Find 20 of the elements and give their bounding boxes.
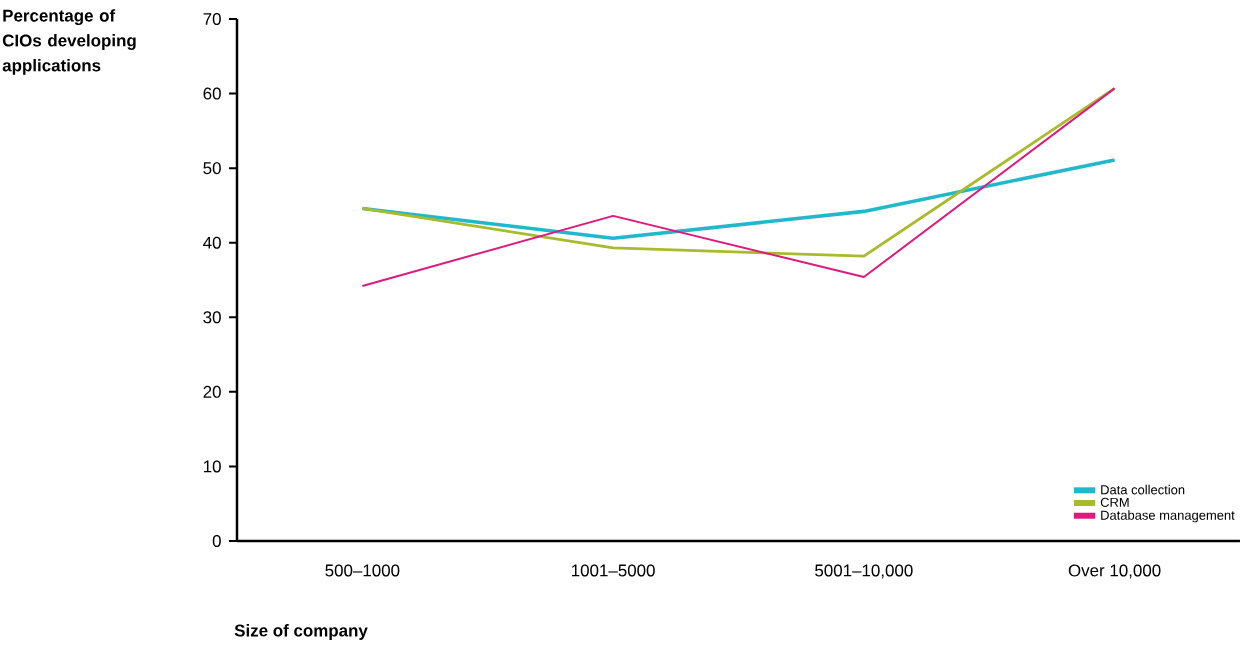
y-tick-label: 10: [203, 460, 221, 473]
line-series: [360, 86, 1116, 258]
x-tick-label: 500–1000: [325, 564, 400, 577]
y-tick-label: 30: [203, 311, 221, 324]
x-axis-title: Size of company: [234, 624, 368, 640]
y-tick-label: 40: [203, 236, 221, 249]
y-tick-label: 50: [203, 162, 221, 175]
y-tick-label: 60: [203, 87, 221, 100]
legend-label: CRM: [1100, 497, 1129, 507]
y-tick-label: 20: [203, 385, 221, 398]
legend-label: Data collection: [1101, 484, 1185, 495]
y-tick-label: 70: [203, 13, 221, 25]
x-tick-label: Over 10,000: [1068, 564, 1161, 579]
y-axis-title: Percentage of CIOs developing applications: [2, 9, 136, 75]
line-series: [361, 87, 1116, 287]
line-series: [360, 158, 1117, 241]
y-tick-label: 0: [212, 535, 221, 547]
x-tick-label: 5001–10,000: [815, 564, 913, 579]
legend-label: Database management: [1101, 510, 1235, 523]
x-tick-label: 1001–5000: [572, 564, 655, 577]
